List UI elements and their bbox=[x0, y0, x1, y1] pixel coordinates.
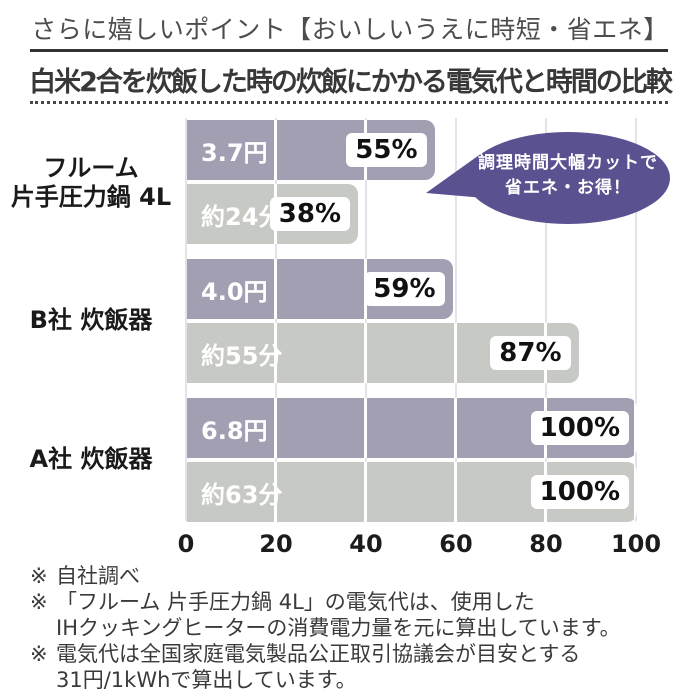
row-gap bbox=[187, 383, 637, 398]
bars-area: 3.7円 55% 約24分 38% 4.0円 59% 約55分 87% 6.8円… bbox=[187, 120, 637, 522]
cost-bar: 3.7円 55% bbox=[187, 120, 435, 180]
cost-bar: 4.0円 59% bbox=[187, 259, 453, 319]
percent-badge: 55% bbox=[346, 133, 427, 167]
gridline-0 bbox=[185, 118, 187, 521]
x-axis-tick: 80 bbox=[529, 530, 563, 558]
footnote: ※ 自社調べ bbox=[30, 563, 685, 589]
category-label-company-a: A社 炊飯器 bbox=[0, 445, 182, 474]
bar-value-label: 3.7円 bbox=[201, 138, 268, 167]
x-axis-tick: 100 bbox=[610, 530, 662, 558]
footnote-line: 31円/1kWhで算出しています。 bbox=[56, 668, 357, 692]
chart-title: 白米2合を炊飯した時の炊飯にかかる電気代と時間の比較 bbox=[29, 67, 673, 98]
bar-value-label: 6.8円 bbox=[201, 416, 268, 445]
gridline-60 bbox=[455, 118, 457, 521]
footnote-mark: ※ bbox=[30, 590, 48, 614]
speech-bubble-text: 調理時間大幅カットで 省エネ・お得！ bbox=[470, 151, 666, 201]
footnote-line: 自社調べ bbox=[56, 564, 140, 588]
category-label-line: 片手圧力鍋 4L bbox=[10, 183, 172, 211]
time-bar: 約55分 87% bbox=[187, 323, 579, 383]
percent-badge: 38% bbox=[269, 197, 350, 231]
bar-value-label: 約63分 bbox=[201, 480, 283, 509]
footnote-mark: ※ bbox=[30, 564, 48, 588]
cost-bar: 6.8円 100% bbox=[187, 398, 637, 458]
footnote: ※ 電気代は全国家庭電気製品公正取引協議会が目安とする 31円/1kWhで算出し… bbox=[30, 641, 685, 693]
x-axis: 0 20 40 60 80 100 bbox=[0, 530, 700, 560]
footnote: ※ 「フルーム 片手圧力鍋 4L」の電気代は、使用した IHクッキングヒーターの… bbox=[30, 589, 685, 641]
header-note: さらに嬉しいポイント【おいしいうえに時短・省エネ】 bbox=[31, 15, 669, 44]
speech-bubble-line: 調理時間大幅カットで bbox=[478, 153, 658, 173]
footnote-line: 電気代は全国家庭電気製品公正取引協議会が目安とする bbox=[56, 642, 581, 666]
x-axis-tick: 0 bbox=[177, 530, 195, 558]
row-gap bbox=[187, 244, 637, 259]
speech-bubble bbox=[426, 132, 670, 224]
bar-chart: フルーム 片手圧力鍋 4L B社 炊飯器 A社 炊飯器 3.7円 55% 約24… bbox=[0, 118, 700, 563]
gridline-40 bbox=[365, 118, 367, 521]
category-label-line: B社 炊飯器 bbox=[29, 306, 153, 334]
time-bar: 約24分 38% bbox=[187, 184, 358, 244]
x-axis-tick: 20 bbox=[259, 530, 293, 558]
bar-value-label: 約24分 bbox=[201, 202, 283, 231]
category-label-line: A社 炊飯器 bbox=[29, 445, 153, 473]
category-label-line: フルーム bbox=[43, 154, 139, 182]
footnote-mark: ※ bbox=[30, 642, 48, 666]
category-label-fleur: フルーム 片手圧力鍋 4L bbox=[0, 154, 182, 212]
gridline-100 bbox=[635, 118, 637, 521]
percent-badge: 87% bbox=[490, 336, 571, 370]
footnote-line: 「フルーム 片手圧力鍋 4L」の電気代は、使用した bbox=[56, 590, 535, 614]
divider-dotted bbox=[30, 101, 668, 104]
bar-value-label: 4.0円 bbox=[201, 277, 268, 306]
footnotes: ※ 自社調べ ※ 「フルーム 片手圧力鍋 4L」の電気代は、使用した IHクッキ… bbox=[30, 563, 685, 693]
footnote-line: IHクッキングヒーターの消費電力量を元に算出しています。 bbox=[56, 616, 621, 640]
percent-badge: 100% bbox=[530, 411, 629, 445]
percent-badge: 59% bbox=[364, 272, 445, 306]
divider-solid bbox=[30, 49, 668, 52]
speech-bubble-line: 省エネ・お得！ bbox=[505, 178, 631, 198]
bar-value-label: 約55分 bbox=[201, 341, 283, 370]
percent-badge: 100% bbox=[530, 475, 629, 509]
time-bar: 約63分 100% bbox=[187, 462, 637, 522]
category-label-company-b: B社 炊飯器 bbox=[0, 306, 182, 335]
x-axis-tick: 60 bbox=[439, 530, 473, 558]
gridline-80 bbox=[545, 118, 547, 521]
x-axis-tick: 40 bbox=[349, 530, 383, 558]
gridline-20 bbox=[275, 118, 277, 521]
